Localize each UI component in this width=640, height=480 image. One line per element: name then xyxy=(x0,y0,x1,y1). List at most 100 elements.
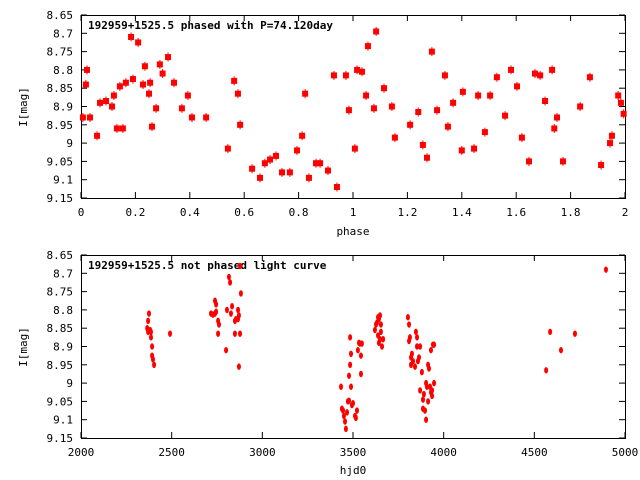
data-point xyxy=(156,61,163,68)
data-point xyxy=(405,314,410,321)
x-tick-label: 4000 xyxy=(430,446,457,459)
data-point xyxy=(267,156,274,163)
data-point xyxy=(113,125,120,132)
data-point xyxy=(514,83,521,90)
data-point xyxy=(391,134,398,141)
data-point xyxy=(537,72,544,79)
x-tick-label: 2000 xyxy=(68,446,95,459)
data-point xyxy=(388,103,395,110)
data-point xyxy=(348,361,353,368)
data-point xyxy=(116,83,123,90)
data-point xyxy=(586,74,593,81)
data-point xyxy=(426,398,431,405)
data-point xyxy=(432,341,437,348)
data-point xyxy=(358,68,365,75)
data-point xyxy=(481,129,488,136)
data-point xyxy=(554,114,560,121)
data-point xyxy=(273,152,280,159)
unphased-light-curve-panel: 192959+1525.5 not phased light curve hjd… xyxy=(17,249,638,477)
data-point xyxy=(444,123,451,130)
phased-plot-title: 192959+1525.5 phased with P=74.120day xyxy=(88,19,333,32)
data-point xyxy=(228,279,233,286)
data-point xyxy=(475,92,482,99)
data-point xyxy=(261,160,268,167)
x-tick-label: 2 xyxy=(622,206,629,219)
y-tick-label: 8.7 xyxy=(53,267,73,280)
data-point xyxy=(141,63,148,70)
data-point xyxy=(363,92,370,99)
data-point xyxy=(342,72,349,79)
data-point xyxy=(330,72,337,79)
data-point xyxy=(428,346,433,354)
y-tick-label: 8.95 xyxy=(47,359,74,372)
phased-y-axis-label: I[mag] xyxy=(17,87,30,127)
unphased-plot-title: 192959+1525.5 not phased light curve xyxy=(88,259,327,272)
y-tick-label: 8.65 xyxy=(47,9,74,22)
data-point xyxy=(378,312,383,319)
data-point xyxy=(165,54,172,61)
data-point xyxy=(364,43,371,50)
data-point xyxy=(577,103,584,110)
plot-frame xyxy=(81,15,626,199)
y-tick-label: 8.65 xyxy=(47,249,74,262)
data-point xyxy=(343,425,348,433)
data-point xyxy=(415,334,420,341)
y-tick-label: 8.8 xyxy=(53,304,73,317)
x-tick-label: 5000 xyxy=(612,446,639,459)
data-point xyxy=(238,262,243,270)
unphased-y-axis-label: I[mag] xyxy=(17,327,30,367)
data-point xyxy=(354,66,361,73)
data-point xyxy=(178,105,185,112)
data-point xyxy=(620,110,627,117)
data-point xyxy=(559,158,566,165)
data-point xyxy=(237,121,244,128)
data-point xyxy=(228,310,233,317)
data-point xyxy=(380,343,385,350)
data-point xyxy=(518,134,525,141)
data-point xyxy=(119,125,126,132)
x-tick-label: 1.4 xyxy=(452,206,472,219)
data-point xyxy=(236,363,241,370)
data-point xyxy=(333,184,340,191)
data-point xyxy=(343,418,348,425)
data-point xyxy=(415,343,420,350)
data-point xyxy=(345,107,352,114)
data-point xyxy=(249,165,256,172)
data-point xyxy=(236,306,241,314)
data-point xyxy=(424,383,429,390)
data-point xyxy=(94,132,101,139)
data-point xyxy=(324,167,331,174)
data-point xyxy=(214,301,219,308)
data-point xyxy=(434,107,441,114)
data-point xyxy=(79,114,86,121)
data-point xyxy=(370,105,377,112)
data-point xyxy=(353,414,358,422)
data-point xyxy=(110,92,117,99)
data-point xyxy=(146,90,152,97)
data-point xyxy=(487,92,494,99)
data-point xyxy=(279,169,286,176)
data-point xyxy=(558,346,563,354)
x-tick-label: 0.6 xyxy=(234,206,254,219)
data-point xyxy=(86,114,93,121)
data-point xyxy=(423,154,430,161)
data-point xyxy=(238,330,243,337)
data-point xyxy=(188,114,195,121)
y-tick-label: 9.05 xyxy=(47,155,74,168)
y-tick-label: 9.1 xyxy=(53,414,73,427)
x-tick-label: 0.4 xyxy=(180,206,200,219)
data-point xyxy=(409,350,414,358)
data-point xyxy=(148,334,153,341)
data-point xyxy=(418,387,423,394)
data-point xyxy=(549,66,556,73)
data-point xyxy=(417,354,422,361)
data-point xyxy=(224,346,229,354)
data-point xyxy=(419,368,424,376)
data-point xyxy=(317,160,324,167)
data-point xyxy=(551,125,558,132)
data-point xyxy=(493,74,500,81)
y-tick-label: 9.15 xyxy=(47,192,74,205)
x-tick-label: 0.2 xyxy=(125,206,145,219)
data-point xyxy=(471,145,478,152)
